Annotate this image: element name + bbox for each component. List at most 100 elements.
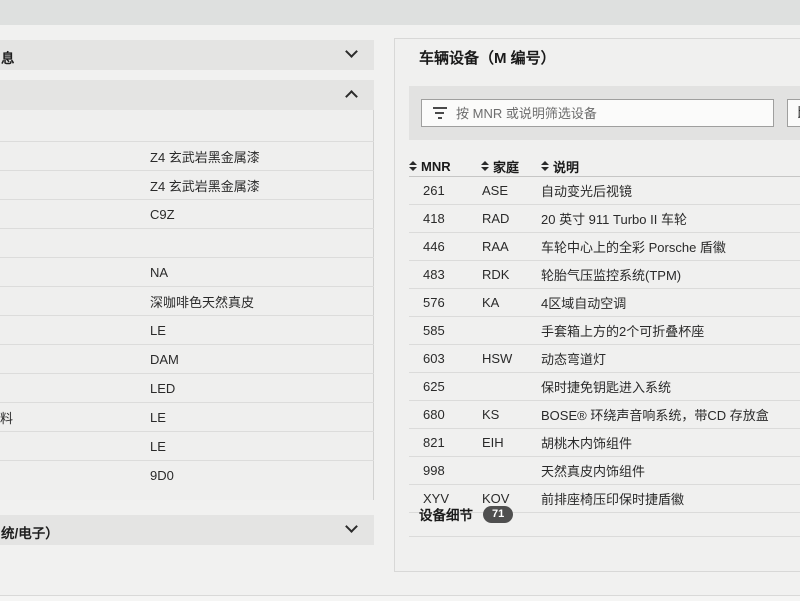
cell-mnr: 625	[423, 379, 445, 394]
section-label-fragment: 息	[1, 51, 15, 66]
list-item: 料 LE	[0, 402, 374, 431]
cell-description: 20 英寸 911 Turbo II 车轮	[541, 212, 687, 227]
table-row: 261 ASE 自动变光后视镜	[409, 177, 800, 205]
row-value: LE	[150, 322, 166, 338]
cell-family: EIH	[482, 435, 504, 450]
cell-mnr: 576	[423, 295, 445, 310]
table-row: 821 EIH 胡桃木内饰组件	[409, 429, 800, 457]
cell-mnr: 446	[423, 239, 445, 254]
cell-mnr: 603	[423, 351, 445, 366]
list-item: Z4 玄武岩黑金属漆	[0, 141, 374, 170]
cell-description: 胡桃木内饰组件	[541, 436, 633, 451]
table-row: 418 RAD 20 英寸 911 Turbo II 车轮	[409, 205, 800, 233]
table-row: 680 KS BOSE® 环绕声音响系统，带CD 存放盒	[409, 401, 800, 429]
filter-icon	[432, 107, 447, 119]
page-title: 车辆设备（M 编号）	[419, 50, 556, 67]
left-section-header-details[interactable]	[0, 80, 374, 110]
cell-description: 车轮中心上的全彩 Porsche 盾徽	[541, 240, 726, 255]
sort-icon	[409, 161, 417, 171]
filter-input-box[interactable]	[421, 99, 774, 127]
table-row: 585 手套箱上方的2个可折叠杯座	[409, 317, 800, 345]
list-item: 深咖啡色天然真皮	[0, 286, 374, 315]
row-value: Z4 玄武岩黑金属漆	[150, 149, 260, 165]
cell-description: 轮胎气压监控系统(TPM)	[541, 268, 682, 283]
left-section-header-electronics[interactable]: 统/电子）	[0, 515, 374, 545]
cell-mnr: 418	[423, 211, 445, 226]
cell-family: RAD	[482, 211, 510, 226]
column-label: MNR	[421, 158, 451, 174]
cell-family: RAA	[482, 239, 509, 254]
table-row: XYV KOV 前排座椅压印保时捷盾徽	[409, 485, 800, 513]
row-value: NA	[150, 264, 169, 280]
next-card-edge	[0, 595, 800, 601]
cell-mnr: 483	[423, 267, 445, 282]
column-header-mnr[interactable]: MNR	[409, 159, 481, 174]
list-item	[0, 228, 374, 257]
equipment-toolbar: 比	[409, 86, 800, 140]
sort-icon	[481, 161, 489, 171]
table-row: 603 HSW 动态弯道灯	[409, 345, 800, 373]
row-value: Z4 玄武岩黑金属漆	[150, 178, 260, 194]
cell-family: ASE	[482, 183, 509, 198]
cell-description: 动态弯道灯	[541, 352, 607, 367]
list-item: NA	[0, 257, 374, 286]
row-value: LE	[150, 438, 166, 454]
chevron-down-icon	[345, 520, 358, 533]
column-label: 说明	[553, 159, 580, 175]
list-item: Z4 玄武岩黑金属漆	[0, 170, 374, 199]
equipment-details-section[interactable]: 设备细节 71	[409, 492, 800, 537]
chevron-down-icon	[345, 45, 358, 58]
row-value: LED	[150, 380, 176, 396]
section-label-fragment: 统/电子）	[1, 526, 59, 541]
row-value: DAM	[150, 351, 179, 367]
cell-family: HSW	[482, 351, 513, 366]
table-row: 998 天然真皮内饰组件	[409, 457, 800, 485]
table-row: 625 保时捷免钥匙进入系统	[409, 373, 800, 401]
cell-family: KA	[482, 295, 500, 310]
cell-description: 手套箱上方的2个可折叠杯座	[541, 324, 705, 339]
left-section-header-info[interactable]: 息	[0, 40, 374, 70]
column-header-description[interactable]: 说明	[541, 157, 800, 176]
cell-mnr: 261	[423, 183, 445, 198]
cell-mnr: XYV	[423, 491, 450, 506]
cell-description: 保时捷免钥匙进入系统	[541, 380, 672, 395]
compare-button[interactable]: 比	[787, 99, 800, 127]
list-item: LE	[0, 431, 374, 460]
row-value: C9Z	[150, 206, 175, 222]
cell-mnr: 998	[423, 463, 445, 478]
column-header-family[interactable]: 家庭	[481, 157, 541, 176]
equipment-details-label: 设备细节	[419, 508, 473, 523]
cell-family: KOV	[482, 491, 510, 506]
row-value: LE	[150, 409, 166, 425]
table-header-row: MNR 家庭 说明	[409, 156, 800, 177]
cell-description: 4区域自动空调	[541, 296, 627, 311]
equipment-table: MNR 家庭 说明 261 ASE 自动变光后视镜 418 RAD 20 英寸 …	[409, 156, 800, 513]
cell-description: 自动变光后视镜	[541, 184, 633, 199]
row-value: 深咖啡色天然真皮	[150, 294, 255, 310]
cell-mnr: 585	[423, 323, 445, 338]
list-item: DAM	[0, 344, 374, 373]
sort-icon	[541, 161, 549, 171]
list-item: LE	[0, 315, 374, 344]
table-row: 483 RDK 轮胎气压监控系统(TPM)	[409, 261, 800, 289]
filter-input[interactable]	[456, 105, 773, 121]
cell-family: RDK	[482, 267, 510, 282]
cell-description: 天然真皮内饰组件	[541, 464, 646, 479]
table-row: 576 KA 4区域自动空调	[409, 289, 800, 317]
left-detail-rows: Z4 玄武岩黑金属漆 Z4 玄武岩黑金属漆 C9Z NA 深咖啡色天然真皮 LE	[0, 141, 374, 489]
top-bar	[0, 0, 800, 25]
list-item: LED	[0, 373, 374, 402]
table-row: 446 RAA 车轮中心上的全彩 Porsche 盾徽	[409, 233, 800, 261]
count-badge: 71	[483, 505, 514, 523]
vehicle-equipment-panel: 车辆设备（M 编号） 比 MNR 家庭 说明 261 ASE 自动变	[394, 38, 800, 572]
cell-description: 前排座椅压印保时捷盾徽	[541, 492, 685, 507]
cell-mnr: 680	[423, 407, 445, 422]
cell-family: KS	[482, 407, 500, 422]
list-item: C9Z	[0, 199, 374, 228]
left-section-expanded: Z4 玄武岩黑金属漆 Z4 玄武岩黑金属漆 C9Z NA 深咖啡色天然真皮 LE	[0, 80, 374, 500]
column-label: 家庭	[493, 159, 520, 175]
cell-description: BOSE® 环绕声音响系统，带CD 存放盒	[541, 408, 769, 423]
cell-mnr: 821	[423, 435, 445, 450]
row-value: 9D0	[150, 467, 174, 483]
row-label-fragment: 料	[0, 410, 14, 426]
